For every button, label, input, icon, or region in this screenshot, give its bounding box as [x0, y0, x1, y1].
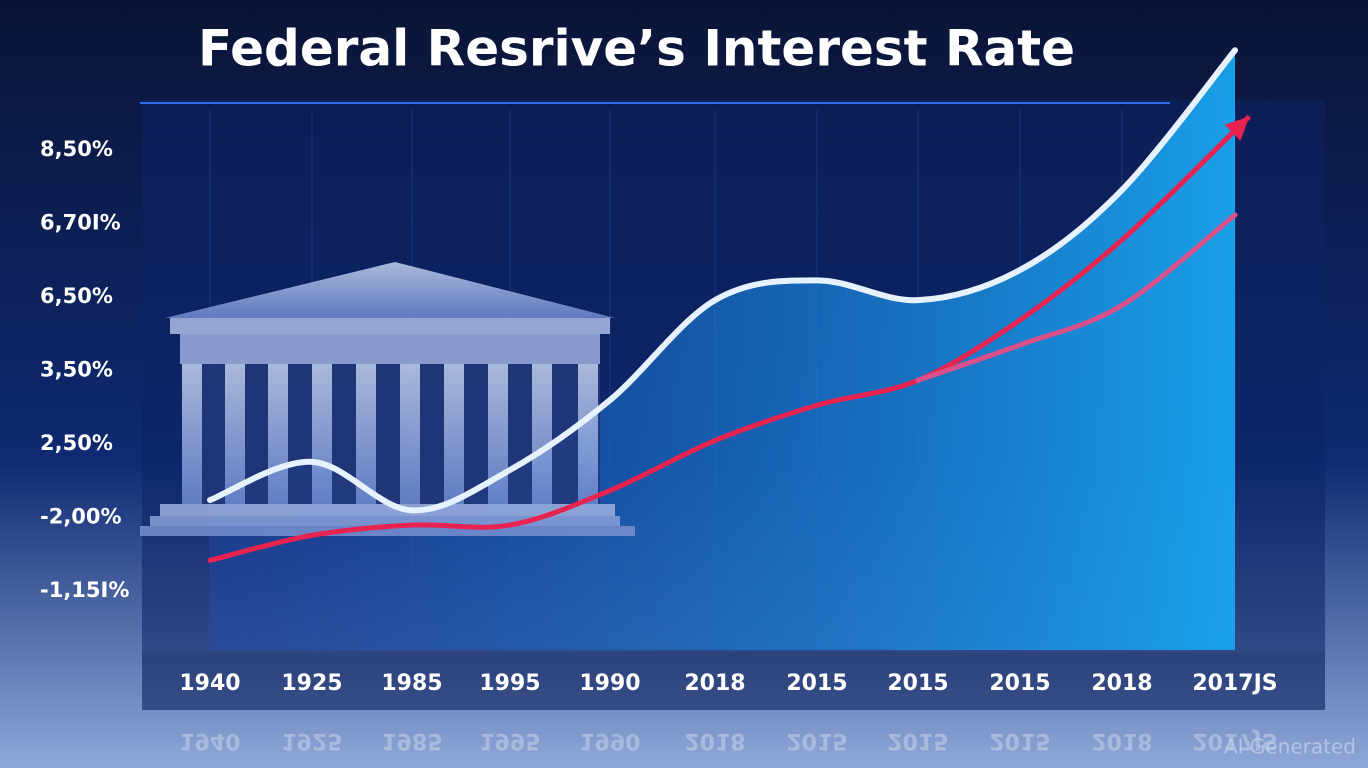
x-tick-label: 2018	[684, 671, 745, 696]
x-tick-reflection: 1990	[579, 728, 640, 753]
x-tick-label: 2015	[989, 671, 1050, 696]
x-tick-label: 1990	[579, 671, 640, 696]
lines	[207, 47, 1252, 563]
y-tick-label: 3,50%	[40, 358, 113, 382]
building	[140, 262, 635, 536]
x-tick-reflection: 1985	[381, 728, 442, 753]
arrow-head	[1224, 116, 1250, 141]
x-tick-reflection: 2015	[989, 728, 1050, 753]
x-tick-reflection: 2018	[684, 728, 745, 753]
x-tick-reflection: 2018	[1091, 728, 1152, 753]
x-tick-reflection: 1925	[281, 728, 342, 753]
x-tick-label: 2015	[887, 671, 948, 696]
x-tick-label: 1985	[381, 671, 442, 696]
y-tick-label: -2,00%	[40, 505, 122, 529]
x-tick-reflection: 2015	[887, 728, 948, 753]
x-tick-reflection: 2015	[786, 728, 847, 753]
x-tick-label: 2018	[1091, 671, 1152, 696]
line	[207, 47, 1238, 514]
y-tick-label: -1,15I%	[40, 578, 129, 602]
line	[207, 127, 1238, 563]
chart-title: Federal Resrive’s Interest Rate	[198, 20, 1075, 78]
x-tick-label: 1940	[179, 671, 240, 696]
y-tick-label: 6,70I%	[40, 211, 121, 235]
x-tick-label: 2015	[786, 671, 847, 696]
y-tick-label: 6,50%	[40, 284, 113, 308]
labels: 8,50% 6,70I% 6,50% 3,50% 2,50% -2,00% -1,15I% 1…	[40, 137, 1278, 753]
x-tick-label: 1995	[479, 671, 540, 696]
y-tick-label: 8,50%	[40, 137, 113, 161]
y-tick-label: 2,50%	[40, 431, 113, 455]
watermark: AI Generated	[1224, 735, 1356, 759]
x-tick-reflection: 1995	[479, 728, 540, 753]
x-tick-reflection: 2017JS	[1192, 728, 1277, 753]
x-axis-band	[142, 652, 1325, 710]
x-tick-reflection: 1940	[179, 728, 240, 753]
x-tick-label: 1925	[281, 671, 342, 696]
line	[915, 212, 1238, 383]
x-tick-label: 2017JS	[1192, 671, 1277, 696]
